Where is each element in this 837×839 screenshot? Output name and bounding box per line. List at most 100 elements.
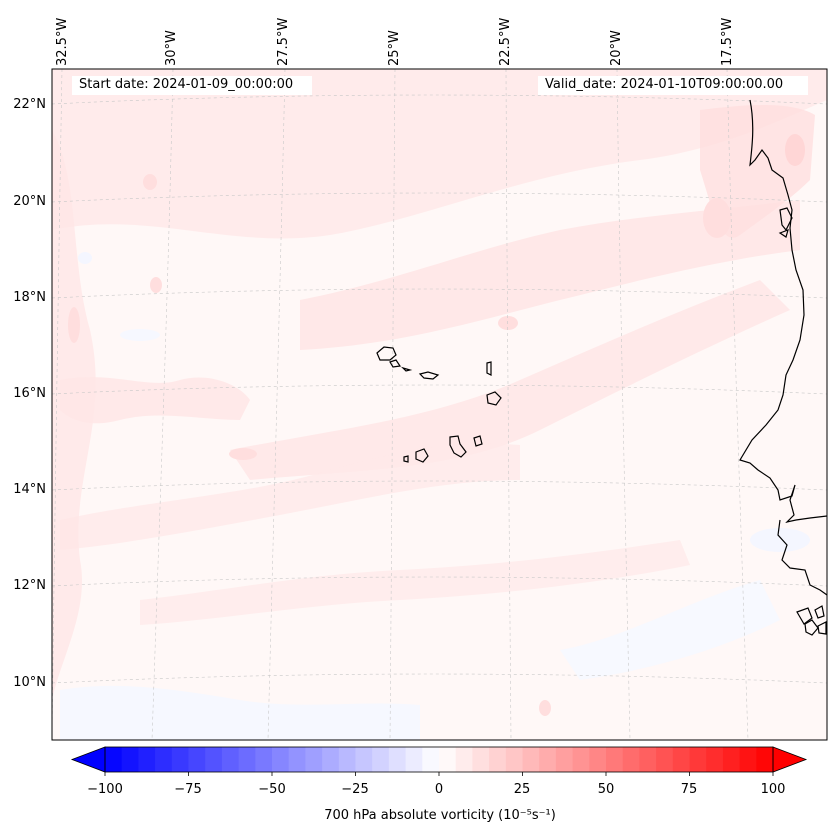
coastlines [376,99,827,636]
coast-islands [804,619,819,636]
africa-coastline [739,99,827,524]
vorticity-spot [785,134,805,166]
island-santiago [449,435,467,458]
colorbar-segment [472,747,490,772]
lat-label: 10°N [13,675,46,690]
colorbar-segment [505,747,523,772]
lon-label: 20°W [609,30,624,66]
positive-vorticity-band [700,105,815,238]
lon-label: 22.5°W [498,17,513,66]
colorbar-segment [656,747,674,772]
vorticity-spot [498,316,518,330]
coast-inlet [779,207,793,232]
positive-vorticity-band [60,377,250,424]
negative-vorticity-region [78,252,92,264]
colorbar-min-extend [70,746,106,773]
colorbar-segment [305,747,323,772]
coast-islands [814,605,825,619]
colorbar-segment [689,747,707,772]
colorbar-segment [439,747,457,772]
lon-label: 25°W [387,30,402,66]
colorbar-segment [221,747,240,772]
vorticity-spot [229,448,257,460]
gridlines [52,69,827,740]
start-date-label: Start date: 2024-01-09_00:00:00 [79,77,294,92]
positive-vorticity-band [52,69,827,239]
negative-vorticity-region [560,580,780,680]
colorbar-segment [405,747,423,772]
colorbar-tick-label: −50 [258,782,286,797]
colorbar-segment [622,747,640,772]
island-boa-vista [486,391,502,406]
colorbar-segment [155,747,173,772]
colorbar-tick-label: 25 [513,782,531,797]
vorticity-spot [68,307,80,343]
colorbar-segment [322,747,340,772]
positive-vorticity-band [60,443,520,550]
valid-date-box [538,76,808,95]
colorbar-segment [756,747,774,772]
vorticity-spot [143,174,157,190]
coast-inlet [777,519,827,596]
coast-islands [796,607,813,625]
vorticity-spot [539,700,551,716]
island-sao-nicolau [418,371,440,380]
island-fogo [415,448,429,463]
colorbar-tick-label: −25 [341,782,369,797]
start-date-box [72,76,312,95]
colorbar-segment [489,747,507,772]
colorbar-segment [188,747,206,772]
colorbar-segment [639,747,657,772]
lon-label: 17.5°W [720,17,735,66]
lat-label: 12°N [13,578,46,593]
coast-inlet [778,229,789,238]
colorbar-tick-label: 100 [760,782,786,797]
map-frame [51,68,828,741]
colorbar-segment [372,747,390,772]
negative-vorticity-region [120,329,160,341]
colorbar-label: 700 hPa absolute vorticity (10⁻⁵s⁻¹) [324,808,556,823]
valid-date-label: Valid_date: 2024-01-10T09:00:00.00 [545,77,784,92]
colorbar-segment [355,747,373,772]
island-santo-antao [376,346,397,361]
colorbar-segment [105,747,123,772]
positive-vorticity-band [300,200,800,350]
colorbar-segment [205,747,223,772]
vorticity-field [52,69,827,740]
lon-label: 27.5°W [276,17,291,66]
positive-vorticity-band [140,540,690,625]
colorbar-segment [288,747,306,772]
colorbar-segment [422,747,440,772]
lon-label: 30°W [164,30,179,66]
colorbar [70,746,808,776]
colorbar-segment [522,747,540,772]
colorbar-tick-label: −75 [174,782,202,797]
positive-vorticity-band [230,280,790,480]
vorticity-spot [150,277,162,293]
colorbar-tick-label: −100 [87,782,123,797]
island-santa-luzia [400,366,413,372]
colorbar-segment [455,747,473,772]
colorbar-segment [138,747,156,772]
colorbar-segment [171,747,189,772]
lat-label: 14°N [13,482,46,497]
lat-label: 22°N [13,97,46,112]
colorbar-segment [121,747,139,772]
island-sal [486,361,492,376]
lon-label: 32.5°W [55,17,70,66]
colorbar-segment [722,747,741,772]
colorbar-segment [606,747,624,772]
vorticity-spot [703,198,731,238]
island-brava [403,455,409,463]
colorbar-segment [572,747,590,772]
colorbar-segment [539,747,557,772]
colorbar-tick-label: 50 [597,782,615,797]
colorbar-segment [706,747,724,772]
colorbar-segment [555,747,574,772]
island-maio [473,435,483,447]
colorbar-segment [338,747,356,772]
colorbar-tick-label: 75 [680,782,698,797]
colorbar-segment [672,747,690,772]
colorbar-segment [272,747,290,772]
